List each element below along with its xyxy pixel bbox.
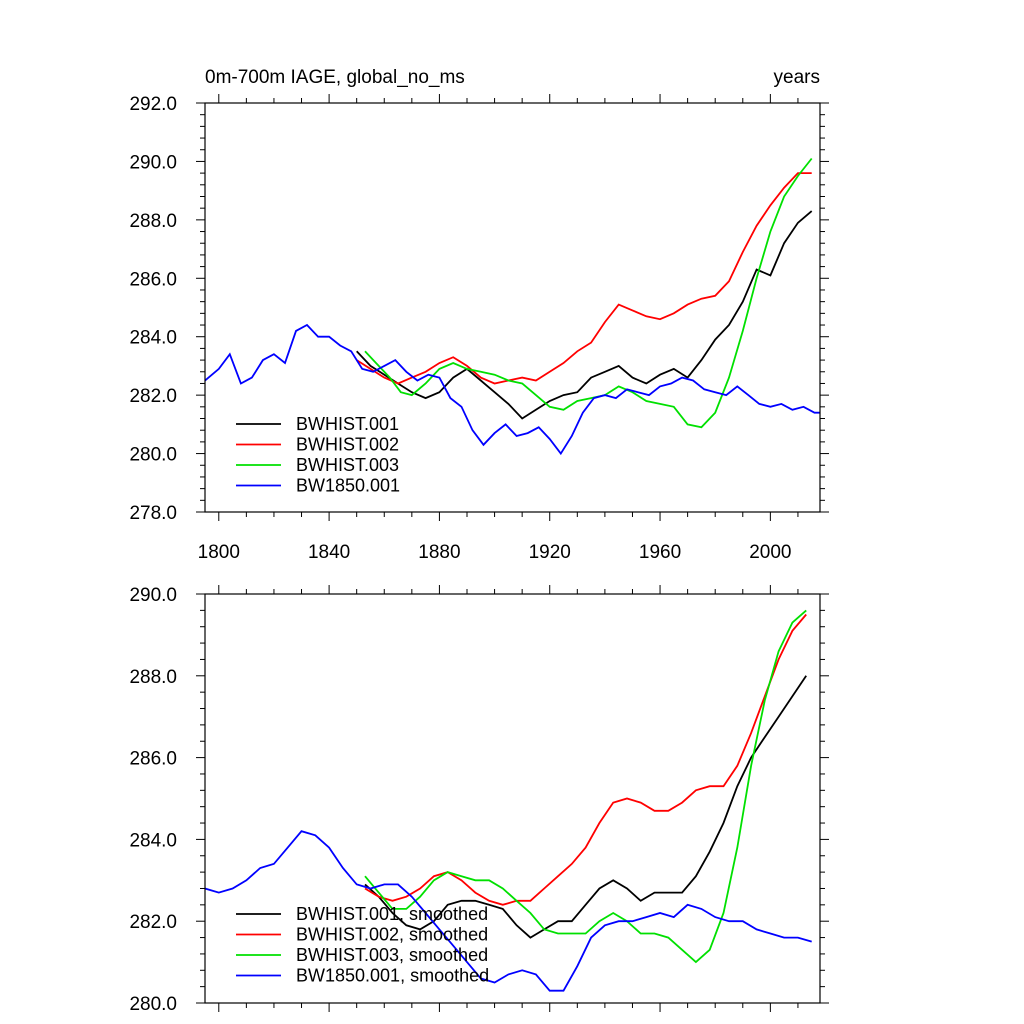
x-tick-label: 1800 bbox=[198, 542, 240, 563]
legend-label: BWHIST.003 bbox=[296, 455, 399, 475]
legend-label: BWHIST.001 bbox=[296, 414, 399, 434]
y-tick-label: 280.0 bbox=[129, 994, 177, 1015]
units-label: years bbox=[774, 67, 820, 88]
top-panel: 1800 1840 1880 1920 1960 2000 278.0 280.0 282.0 2… bbox=[129, 67, 829, 563]
legend-label: BW1850.001, smoothed bbox=[296, 966, 489, 986]
series-line-2 bbox=[364, 613, 807, 906]
x-tick-label: 2000 bbox=[749, 542, 791, 563]
y-tick-label: 280.0 bbox=[129, 445, 177, 466]
y-tick-label: 284.0 bbox=[129, 830, 177, 851]
legend-label: BWHIST.001, smoothed bbox=[296, 904, 488, 924]
x-tick-label: 1880 bbox=[418, 542, 460, 563]
y-tick-label: 282.0 bbox=[129, 912, 177, 933]
series-line-3 bbox=[364, 609, 807, 964]
y-tick-label: 286.0 bbox=[129, 269, 177, 290]
series-line-4 bbox=[205, 323, 820, 456]
y-tick-label: 292.0 bbox=[129, 94, 177, 115]
bottom-panel: 280.0 282.0 284.0 286.0 288.0 290.0 BWHIST.001… bbox=[129, 585, 829, 1015]
y-tick-label: 278.0 bbox=[129, 503, 177, 524]
y-tick-label: 290.0 bbox=[129, 152, 177, 173]
legend-label: BW1850.001 bbox=[296, 476, 400, 496]
series-line-1 bbox=[364, 675, 807, 939]
plot-frame bbox=[204, 102, 821, 513]
series-line-2 bbox=[356, 172, 812, 385]
y-tick-label: 284.0 bbox=[129, 328, 177, 349]
legend-label: BWHIST.003, smoothed bbox=[296, 945, 488, 965]
y-tick-label: 288.0 bbox=[129, 211, 177, 232]
y-tick-label: 286.0 bbox=[129, 749, 177, 770]
series-line-4 bbox=[205, 830, 812, 992]
series-line-1 bbox=[356, 210, 813, 420]
x-tick-label: 1960 bbox=[639, 542, 681, 563]
y-tick-label: 288.0 bbox=[129, 667, 177, 688]
y-tick-label: 290.0 bbox=[129, 585, 177, 606]
x-tick-label: 1840 bbox=[308, 542, 350, 563]
series-line-3 bbox=[364, 157, 813, 429]
x-tick-label: 1920 bbox=[529, 542, 571, 563]
y-tick-label: 282.0 bbox=[129, 386, 177, 407]
chart-title: 0m-700m IAGE, global_no_ms bbox=[205, 67, 465, 88]
legend-label: BWHIST.002 bbox=[296, 435, 399, 455]
plot-frame bbox=[204, 593, 821, 1004]
legend-label: BWHIST.002, smoothed bbox=[296, 925, 488, 945]
